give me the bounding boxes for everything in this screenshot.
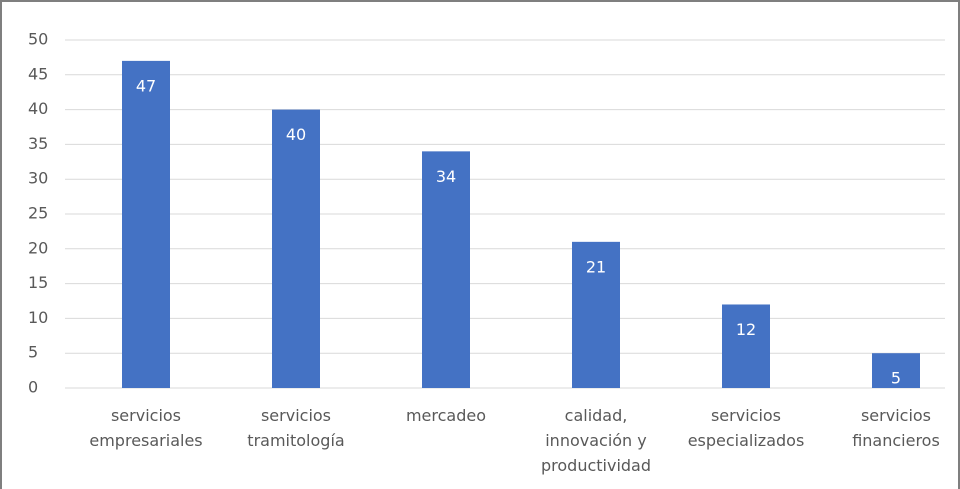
y-tick-label: 20 — [28, 238, 48, 257]
bar — [272, 109, 320, 388]
x-tick-label-line: tramitología — [247, 431, 344, 450]
y-tick-label: 25 — [28, 204, 48, 223]
y-tick-label: 35 — [28, 134, 48, 153]
bar — [572, 241, 620, 388]
x-tick-label: servicios empresariales — [89, 406, 202, 450]
x-tick-label: servicios financieros — [852, 406, 940, 450]
x-tick-label-line: servicios — [111, 406, 181, 425]
x-tick-label: servicios tramitología — [247, 406, 344, 450]
x-tick-label-line: calidad, — [565, 406, 628, 425]
x-tick-label: calidad, innovación y productividad — [541, 406, 651, 475]
y-tick-label: 50 — [28, 30, 48, 49]
y-tick-label: 0 — [28, 378, 38, 397]
bar — [872, 353, 920, 388]
x-tick-label-line: servicios — [711, 406, 781, 425]
x-tick-label-line: innovación y — [545, 431, 647, 450]
y-tick-label: 30 — [28, 169, 48, 188]
x-tick-label: mercadeo — [406, 406, 486, 425]
y-tick-label: 45 — [28, 64, 48, 83]
bar — [422, 151, 470, 388]
data-label: 40 — [286, 125, 306, 144]
data-label: 34 — [436, 167, 456, 186]
bar — [122, 60, 170, 388]
y-tick-label: 15 — [28, 273, 48, 292]
bar — [722, 304, 770, 388]
data-label: 21 — [586, 257, 606, 276]
x-tick-label-line: empresariales — [89, 431, 202, 450]
x-tick-label-line: mercadeo — [406, 406, 486, 425]
x-tick-label-line: servicios — [861, 406, 931, 425]
x-tick-label-line: productividad — [541, 456, 651, 475]
x-tick-label: servicios especializados — [688, 406, 805, 450]
data-label: 12 — [736, 320, 756, 339]
y-tick-label: 10 — [28, 308, 48, 327]
x-tick-label-line: servicios — [261, 406, 331, 425]
y-tick-label: 40 — [28, 99, 48, 118]
x-tick-label-line: especializados — [688, 431, 805, 450]
data-label: 5 — [891, 369, 901, 388]
x-tick-label-line: financieros — [852, 431, 940, 450]
data-label: 47 — [136, 76, 156, 95]
y-tick-label: 5 — [28, 343, 38, 362]
